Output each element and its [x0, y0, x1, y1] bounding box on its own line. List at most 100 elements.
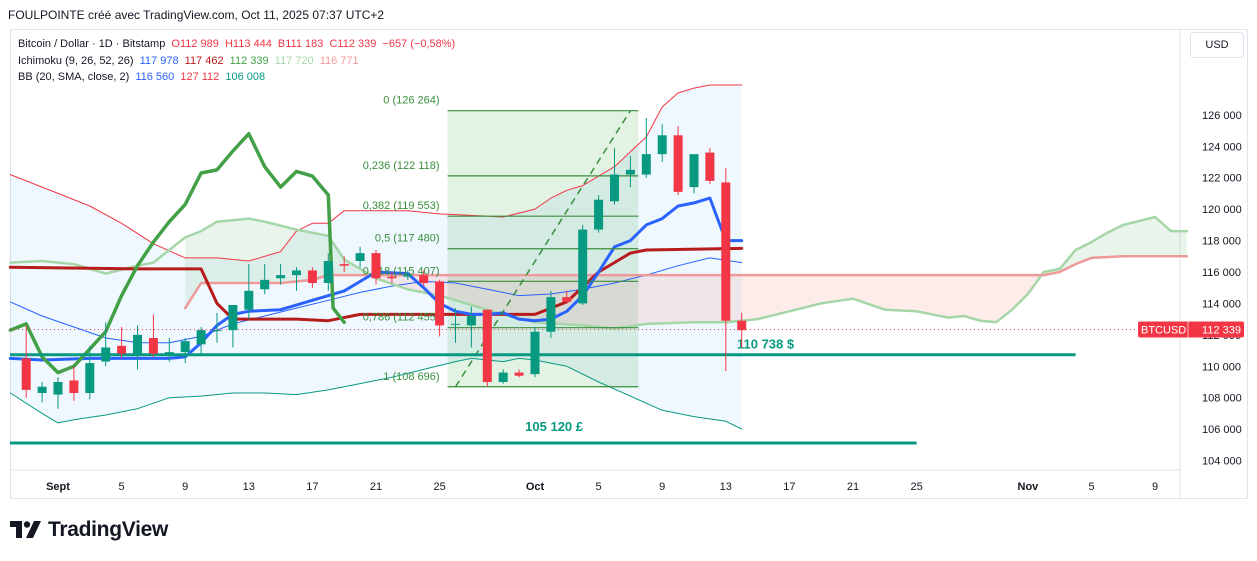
fib-level-label-6: 1 (108 696) [383, 371, 439, 383]
currency-button[interactable]: USD [1190, 32, 1244, 58]
y-tick-label-5: 114 000 [1202, 298, 1241, 310]
candle-body-12 [212, 330, 222, 332]
legend-high: H113 444 [224, 38, 272, 50]
ichimoku-tenkan-line [8, 196, 744, 362]
ichimoku-cloud-fill-0 [185, 218, 369, 309]
candle-body-41 [673, 135, 683, 192]
candle-body-2 [53, 382, 63, 395]
x-tick-label-0: Sept [46, 481, 70, 493]
legend-ichimoku-kijun: 117 462 [184, 54, 224, 67]
bollinger-lower-line [9, 357, 743, 430]
legend-row-symbol: Bitcoin / Dollar · 1D · Bitstamp O112 98… [18, 36, 458, 53]
ichimoku-span-a-line [9, 215, 1189, 330]
x-tick-label-5: 21 [370, 481, 382, 493]
candle-body-44 [721, 182, 731, 321]
ichimoku-kijun-line [8, 246, 744, 323]
legend-ichimoku-chikou: 112 339 [229, 54, 269, 67]
legend-symbol[interactable]: Bitcoin / Dollar · 1D · Bitstamp [18, 38, 166, 50]
candle-body-24 [403, 275, 413, 277]
y-tick-label-2: 108 000 [1202, 393, 1242, 405]
ichimoku-cloud-fill-1 [372, 275, 1040, 329]
candle-body-45 [737, 320, 747, 331]
ichimoku-cloud-fill-2 [1043, 217, 1187, 276]
candle-body-17 [292, 270, 301, 276]
x-tick-label-6: 25 [433, 481, 445, 493]
candle-body-14 [244, 290, 254, 310]
x-tick-label-14: Nov [1018, 481, 1040, 493]
x-tick-label-7: Oct [526, 481, 545, 493]
y-tick-label-9: 122 000 [1202, 173, 1242, 185]
candle-body-21 [355, 253, 365, 261]
legend-row-ichimoku: Ichimoku (9, 26, 52, 26) 117 978 117 462… [18, 53, 458, 70]
x-tick-label-2: 9 [182, 481, 188, 493]
y-tick-label-6: 116 000 [1202, 267, 1241, 279]
price-tag-value: 112 339 [1202, 325, 1241, 337]
candle-body-10 [180, 341, 190, 353]
candle-body-42 [689, 154, 699, 188]
x-tick-label-13: 25 [910, 481, 922, 493]
candle-body-23 [387, 276, 397, 279]
legend-row-bb: BB (20, SMA, close, 2) 116 560 127 112 1… [18, 69, 458, 86]
candle-body-30 [498, 372, 508, 382]
candle-body-7 [133, 334, 142, 354]
candle-body-33 [546, 297, 556, 332]
candle-body-6 [117, 345, 127, 354]
x-tick-label-12: 21 [847, 481, 859, 493]
x-tick-label-15: 5 [1088, 481, 1094, 493]
candle-body-26 [435, 281, 445, 326]
ichimoku-chikou-line [8, 131, 346, 375]
legend-ichimoku-label[interactable]: Ichimoku (9, 26, 52, 26) [18, 54, 134, 67]
tradingview-logo: TradingView [10, 518, 168, 542]
fib-level-label-1: 0,236 (122 118) [363, 160, 440, 172]
y-tick-label-0: 104 000 [1202, 456, 1242, 468]
candle-body-27 [451, 323, 460, 325]
x-tick-label-4: 17 [306, 481, 318, 493]
candle-body-13 [228, 305, 238, 331]
fib-level-label-0: 0 (126 264) [383, 95, 439, 107]
candle-body-3 [69, 380, 79, 393]
candle-body-31 [514, 372, 524, 376]
candle-body-18 [307, 270, 317, 283]
candle-body-35 [578, 229, 588, 304]
candle-body-40 [657, 135, 667, 155]
fib-level-label-2: 0,382 (119 553) [363, 200, 440, 212]
y-tick-label-7: 118 000 [1202, 236, 1241, 248]
x-tick-label-11: 17 [783, 481, 795, 493]
support-label-0: 110 738 $ [737, 337, 795, 352]
legend-change: −657 (−0,58%) [382, 38, 456, 50]
y-tick-label-1: 106 000 [1202, 424, 1242, 436]
candle-body-16 [276, 275, 286, 279]
candle-body-34 [562, 297, 572, 302]
candle-body-43 [705, 152, 715, 181]
candle-body-28 [466, 316, 476, 326]
legend-ichimoku-span-b: 116 771 [319, 54, 359, 67]
bollinger-upper-line [9, 84, 743, 262]
candle-body-20 [339, 264, 349, 266]
legend-open: O112 989 [171, 38, 219, 50]
x-tick-label-9: 9 [659, 481, 665, 493]
y-tick-label-10: 124 000 [1202, 141, 1242, 153]
candle-body-15 [260, 279, 270, 290]
legend-ichimoku-tenkan: 117 978 [139, 54, 179, 67]
legend-close: C112 339 [329, 38, 377, 50]
x-tick-label-16: 9 [1152, 481, 1158, 493]
tradingview-wordmark: TradingView [48, 518, 169, 541]
candle-body-38 [625, 169, 635, 175]
legend-ichimoku-span-a: 117 720 [274, 54, 314, 67]
legend-low: B111 183 [277, 38, 324, 50]
candle-body-1 [37, 386, 47, 393]
candle-body-22 [371, 253, 381, 279]
fib-level-label-4: 0,618 (115 407) [363, 265, 440, 277]
candle-body-5 [101, 347, 111, 362]
fib-level-label-3: 0,5 (117 480) [375, 233, 440, 245]
price-tag-background [1138, 321, 1244, 338]
chart-frame [10, 29, 1248, 499]
fib-level-label-5: 0,786 (112 455) [363, 312, 440, 324]
legend-bb-label[interactable]: BB (20, SMA, close, 2) [18, 71, 130, 83]
legend-bb-basis: 116 560 [135, 71, 175, 83]
candle-body-37 [610, 174, 619, 202]
support-label-1: 105 120 £ [525, 419, 584, 434]
candle-body-4 [85, 363, 95, 393]
chart-header-title: FOULPOINTE créé avec TradingView.com, Oc… [8, 8, 385, 22]
